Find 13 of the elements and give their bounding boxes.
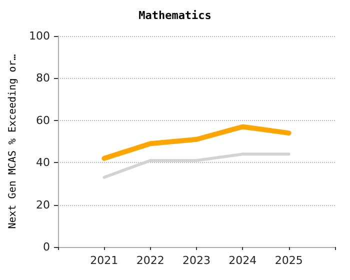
x-tick-label: 2024 [228, 254, 257, 267]
y-axis-title: Next Gen MCAS % Exceeding or… [8, 54, 19, 229]
y-tick-label: 20 [36, 198, 50, 212]
y-tick-label: 40 [36, 156, 50, 170]
x-tick-label: 2025 [274, 254, 303, 267]
x-tick-label: 2021 [90, 254, 118, 267]
y-tick-label: 60 [36, 114, 50, 127]
chart-title: Mathematics [138, 9, 212, 22]
y-tick-label: 0 [43, 240, 50, 254]
y-tick-label: 100 [29, 30, 50, 42]
x-tick-label: 2022 [136, 254, 164, 267]
x-tick-label: 2023 [182, 254, 210, 267]
y-tick-label: 80 [36, 72, 50, 85]
